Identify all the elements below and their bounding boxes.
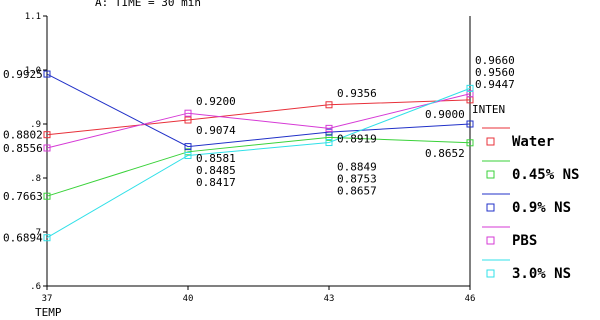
- y-tick-label: .7: [30, 228, 41, 238]
- data-label: 0.9074: [196, 124, 236, 137]
- y-tick-label: 1.1: [25, 12, 41, 22]
- series-marker: [466, 90, 474, 98]
- legend-marker: [486, 170, 495, 179]
- data-label: 0.8802: [3, 129, 43, 142]
- data-label: 0.8417: [196, 176, 236, 189]
- series-marker: [43, 131, 51, 139]
- data-label: 0.9660: [475, 54, 515, 67]
- series-line: [46, 87, 471, 239]
- y-tick-label: .6: [30, 282, 41, 292]
- legend-marker: [486, 203, 495, 212]
- series-line: [46, 99, 471, 136]
- legend-label: PBS: [512, 233, 537, 249]
- series-marker: [43, 70, 51, 78]
- legend-label: 0.9% NS: [512, 200, 571, 216]
- data-label: 0.9200: [196, 95, 236, 108]
- series-marker: [325, 124, 333, 132]
- series-marker: [325, 139, 333, 147]
- data-label: 0.9560: [475, 66, 515, 79]
- chart-series: [43, 70, 474, 242]
- data-label: 0.8753: [337, 172, 377, 185]
- legend-label: Water: [512, 134, 554, 150]
- x-tick-label: 43: [324, 294, 335, 304]
- series-marker: [466, 139, 474, 147]
- legend-label: 3.0% NS: [512, 266, 571, 282]
- data-label: 0.8657: [337, 184, 377, 197]
- series-line: [46, 73, 471, 148]
- y-tick-label: 1.0: [25, 66, 41, 76]
- x-tick-label: 37: [42, 294, 53, 304]
- data-label: 0.7663: [3, 190, 43, 203]
- series-marker: [466, 120, 474, 128]
- data-label: 0.9925: [3, 68, 43, 81]
- legend-marker: [486, 236, 495, 245]
- x-tick-label: 46: [465, 294, 476, 304]
- series-marker: [466, 84, 474, 92]
- series-marker: [43, 144, 51, 152]
- data-label: 0.9356: [337, 87, 377, 100]
- data-label: 0.6894: [3, 232, 43, 245]
- series-marker: [325, 101, 333, 109]
- series-line: [46, 136, 471, 197]
- series-marker: [325, 128, 333, 136]
- legend-label: 0.45% NS: [512, 167, 579, 183]
- chart-title-text: A: TIME = 30 min: [95, 0, 201, 9]
- chart-title: A: TIME = 30 min: [95, 0, 201, 9]
- series-marker: [184, 143, 192, 151]
- series-marker: [43, 234, 51, 242]
- data-label: 0.8849: [337, 160, 377, 173]
- chart-legend: INTEN Water 0.45% NS 0.9% NS PBS 3.0% NS: [472, 103, 579, 282]
- y-tick-label: .9: [30, 120, 41, 130]
- series-line: [46, 93, 471, 149]
- series-marker: [184, 148, 192, 156]
- data-label: 0.9000: [425, 108, 465, 121]
- data-label: 0.9447: [475, 78, 515, 91]
- legend-title: INTEN: [472, 103, 505, 116]
- y-tick-label: .8: [30, 174, 41, 184]
- series-marker: [184, 116, 192, 124]
- chart-axes: .6 .7 .8 .9 1.0 1.1 37 40 43 46 TEMP: [25, 12, 476, 319]
- data-label: 0.8652: [425, 147, 465, 160]
- data-label: 0.8485: [196, 164, 236, 177]
- data-label: 0.8581: [196, 152, 236, 165]
- series-marker: [184, 109, 192, 117]
- series-marker: [43, 192, 51, 200]
- series-marker: [325, 133, 333, 141]
- data-label: 0.8919: [337, 132, 377, 145]
- data-label: 0.8556: [3, 142, 43, 155]
- series-marker: [184, 151, 192, 159]
- legend-marker: [486, 269, 495, 278]
- x-axis-label: TEMP: [35, 306, 62, 319]
- legend-marker: [486, 137, 495, 146]
- x-tick-label: 40: [183, 294, 194, 304]
